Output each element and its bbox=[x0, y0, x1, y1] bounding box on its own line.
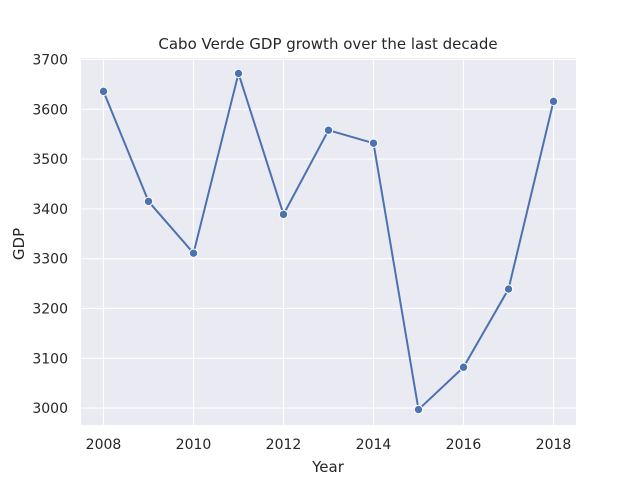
data-point bbox=[548, 96, 559, 107]
data-point bbox=[323, 125, 334, 135]
x-tick-label: 2008 bbox=[86, 437, 122, 453]
x-tick-label: 2012 bbox=[266, 437, 302, 453]
data-point bbox=[188, 248, 199, 258]
y-tick-label: 3600 bbox=[32, 102, 68, 118]
series-layer bbox=[98, 68, 559, 415]
x-tick-label: 2010 bbox=[176, 437, 212, 453]
data-point bbox=[278, 209, 289, 220]
y-tick-label: 3400 bbox=[32, 202, 68, 218]
x-axis-ticks: 2008 2010 2012 2014 2016 2018 bbox=[86, 437, 572, 453]
plot-area bbox=[81, 58, 576, 425]
data-point bbox=[368, 138, 379, 148]
y-axis-label: GDP bbox=[10, 228, 28, 260]
x-axis-label: Year bbox=[311, 458, 345, 476]
x-tick-label: 2016 bbox=[446, 437, 482, 453]
x-tick-label: 2014 bbox=[356, 437, 392, 453]
y-tick-label: 3700 bbox=[32, 52, 68, 68]
data-point bbox=[233, 68, 244, 79]
data-point bbox=[143, 196, 154, 207]
chart-title: Cabo Verde GDP growth over the last deca… bbox=[158, 35, 497, 53]
data-point bbox=[413, 404, 424, 415]
y-tick-label: 3100 bbox=[32, 351, 68, 367]
y-tick-label: 3000 bbox=[32, 401, 68, 417]
grid-lines bbox=[81, 58, 576, 425]
y-axis-ticks: 3000 3100 3200 3300 3400 3500 3600 3700 bbox=[32, 52, 68, 417]
data-point bbox=[458, 362, 469, 372]
x-tick-label: 2018 bbox=[536, 437, 572, 453]
y-tick-label: 3300 bbox=[32, 252, 68, 268]
data-point bbox=[503, 284, 514, 294]
y-tick-label: 3200 bbox=[32, 301, 68, 317]
y-tick-label: 3500 bbox=[32, 152, 68, 168]
data-point bbox=[98, 86, 109, 97]
